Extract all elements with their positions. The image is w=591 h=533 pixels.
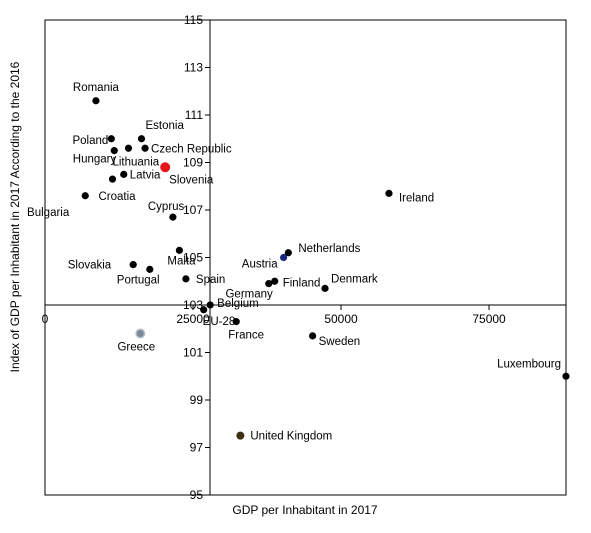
y-tick-label: 109 <box>183 156 203 170</box>
x-tick-label: 50000 <box>324 312 358 326</box>
y-tick-label: 113 <box>184 61 203 75</box>
label-bulgaria: Bulgaria <box>27 207 70 219</box>
plot-frame <box>44 19 567 496</box>
point-poland <box>107 135 115 143</box>
x-tick-label: 75000 <box>472 312 506 326</box>
label-poland: Poland <box>72 135 108 147</box>
point-lithuania <box>124 144 133 152</box>
label-hungary: Hungary <box>73 154 117 166</box>
point-slovakia <box>129 261 137 269</box>
label-slovenia: Slovenia <box>169 174 214 186</box>
point-finland <box>271 277 279 285</box>
point-france <box>232 318 240 326</box>
label-latvia: Latvia <box>130 169 161 181</box>
label-spain: Spain <box>196 274 225 286</box>
point-greece <box>135 328 146 339</box>
y-tick-label: 97 <box>190 441 204 455</box>
label-malta: Malta <box>167 255 196 267</box>
label-croatia: Croatia <box>98 191 136 203</box>
label-lithuania: Lithuania <box>112 156 159 168</box>
y-tick-label: 105 <box>183 251 203 265</box>
label-denmark: Denmark <box>331 273 378 285</box>
y-axis-title: Index of GDP per Inhabitant in 2017 Acco… <box>8 61 22 372</box>
x-tick-label: 25000 <box>176 312 210 326</box>
point-eu-28 <box>200 306 208 314</box>
point-estonia <box>137 135 146 143</box>
y-tick-label: 115 <box>184 13 203 27</box>
point-label-group: Romania Estonia Poland Czech Republic Hungar… <box>27 82 561 443</box>
point-portugal <box>146 265 154 273</box>
point-austria <box>279 253 288 262</box>
y-tick-label: 101 <box>183 346 203 360</box>
label-romania: Romania <box>73 82 120 94</box>
label-cyprus: Cyprus <box>148 201 185 213</box>
label-eu-28: EU-28 <box>203 316 236 328</box>
label-netherlands: Netherlands <box>298 243 360 255</box>
label-france: France <box>228 330 264 342</box>
label-austria: Austria <box>242 259 278 271</box>
point-hungary <box>110 147 118 155</box>
label-estonia: Estonia <box>146 120 185 132</box>
point-malta <box>175 246 183 254</box>
point-cyprus <box>169 213 177 221</box>
label-sweden: Sweden <box>319 336 361 348</box>
point-group <box>81 97 570 440</box>
point-ireland <box>385 189 393 197</box>
point-croatia <box>108 175 117 183</box>
point-germany <box>265 280 273 288</box>
label-ireland: Ireland <box>399 192 434 204</box>
point-romania <box>92 97 100 105</box>
point-belgium <box>206 301 214 309</box>
y-tick-label: 95 <box>190 488 204 502</box>
label-united-kingdom: United Kingdom <box>250 431 332 443</box>
y-tick-label: 107 <box>183 203 203 217</box>
point-latvia <box>120 170 128 178</box>
point-spain <box>182 275 190 283</box>
point-sweden <box>309 332 317 340</box>
label-belgium: Belgium <box>217 298 259 310</box>
x-tick-label: 0 <box>42 312 49 326</box>
point-bulgaria <box>81 192 89 200</box>
label-finland: Finland <box>283 277 321 289</box>
label-slovakia: Slovakia <box>68 260 112 272</box>
point-united-kingdom <box>236 431 245 440</box>
point-luxembourg <box>562 372 570 380</box>
y-tick-label: 111 <box>185 108 204 122</box>
label-germany: Germany <box>225 289 273 301</box>
x-axis-title: GDP per Inhabitant in 2017 <box>232 503 378 517</box>
label-czech-republic: Czech Republic <box>151 143 232 155</box>
y-tick-label: 99 <box>190 393 204 407</box>
point-netherlands <box>284 249 292 257</box>
point-denmark <box>321 284 329 292</box>
point-slovenia <box>160 162 171 173</box>
label-luxembourg: Luxembourg <box>497 358 561 370</box>
label-portugal: Portugal <box>117 274 160 286</box>
label-greece: Greece <box>117 342 155 354</box>
point-czech-republic <box>141 144 149 152</box>
